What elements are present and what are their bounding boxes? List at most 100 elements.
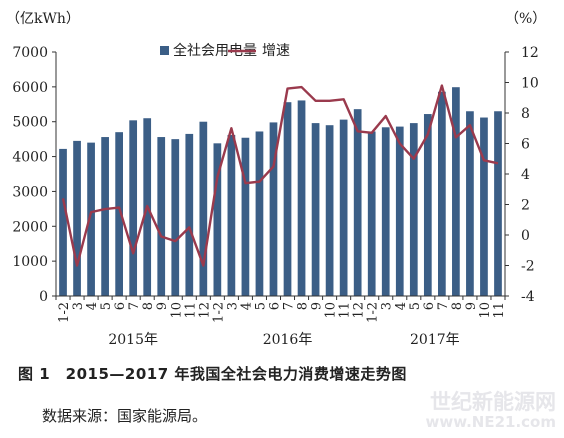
- x-tick-label-28: 8: [450, 302, 465, 310]
- bar-13: [241, 137, 250, 296]
- bar-25: [409, 123, 418, 296]
- bar-28: [452, 87, 460, 296]
- x-tick-label-4: 6: [113, 302, 128, 310]
- right-tick-label--2: -2: [521, 259, 535, 275]
- watermark-line1: 世纪新能源网: [430, 390, 556, 414]
- right-tick-label-8: 8: [521, 106, 530, 122]
- x-tick-label-21: 12: [352, 302, 367, 319]
- left-axis-unit: （亿kWh）: [6, 11, 80, 27]
- left-tick-label-5000: 5000: [12, 115, 48, 131]
- bar-23: [381, 127, 390, 296]
- x-tick-label-16: 7: [282, 302, 297, 310]
- x-tick-label-25: 5: [408, 302, 423, 310]
- x-tick-label-7: 9: [155, 302, 170, 310]
- year-label-0: 2015年: [108, 332, 158, 348]
- bar-31: [494, 111, 502, 296]
- x-tick-label-2: 4: [85, 302, 100, 310]
- bar-4: [115, 132, 123, 296]
- legend-label-bar: 全社会用电量: [173, 42, 257, 59]
- bar-15: [269, 122, 278, 296]
- x-tick-label-19: 10: [324, 302, 339, 319]
- bar-22: [367, 131, 376, 296]
- x-tick-label-14: 5: [253, 302, 268, 310]
- legend-label-line: 增速: [262, 43, 290, 59]
- x-tick-label-3: 5: [99, 302, 114, 310]
- left-tick-label-7000: 7000: [12, 45, 48, 61]
- bar-10: [199, 121, 208, 296]
- right-tick-label-4: 4: [521, 167, 530, 183]
- left-tick-label-1000: 1000: [12, 254, 48, 270]
- x-tick-label-6: 8: [141, 302, 156, 310]
- x-axis: 1-2 3 4 5 6 7 8 9 10 11 12 1-2 3 4 5 6 7 8 9 10 11 12 1-2 3 4 5 6 7…: [55, 295, 507, 348]
- bar-17: [297, 100, 306, 296]
- x-tick-label-13: 4: [239, 302, 254, 310]
- bar-26: [423, 114, 432, 296]
- x-tick-label-29: 9: [464, 302, 479, 310]
- x-tick-label-30: 10: [478, 302, 493, 319]
- right-tick-label-0: 0: [521, 228, 530, 244]
- right-tick-label--4: -4: [521, 289, 535, 305]
- left-tick-label-3000: 3000: [12, 184, 48, 200]
- x-tick-label-20: 11: [338, 302, 353, 319]
- plot-area: [59, 84, 502, 297]
- x-tick-label-1: 3: [71, 302, 86, 310]
- bar-19: [325, 125, 334, 296]
- x-tick-label-24: 4: [394, 302, 409, 310]
- bar-20: [339, 119, 348, 296]
- bar-30: [480, 117, 488, 296]
- left-tick-label-4000: 4000: [12, 150, 48, 166]
- x-tick-label-8: 10: [169, 302, 184, 319]
- bar-8: [171, 139, 180, 296]
- growth-line: [61, 84, 499, 267]
- bar-16: [283, 102, 292, 297]
- bar-0: [59, 148, 67, 296]
- bar-2: [87, 142, 95, 296]
- watermark: 世纪新能源网 www.NE21.com: [425, 392, 556, 432]
- bar-7: [157, 137, 166, 296]
- year-label-1: 2016年: [263, 332, 313, 348]
- x-tick-label-31: 11: [492, 302, 507, 319]
- figure-caption: 图 1 2015—2017 年我国全社会电力消费增速走势图: [18, 365, 407, 383]
- right-tick-label-12: 12: [521, 45, 539, 61]
- left-tick-label-2000: 2000: [12, 219, 48, 235]
- bar-11: [213, 143, 222, 296]
- year-label-2: 2017年: [410, 332, 460, 348]
- bar-18: [311, 123, 320, 296]
- watermark-line2: www.NE21.com: [425, 413, 556, 431]
- right-tick-label-10: 10: [521, 76, 539, 92]
- right-axis: -4 -2 0 2 4 6 8 10 12: [504, 45, 539, 305]
- x-tick-label-10: 12: [197, 302, 212, 319]
- x-tick-label-18: 9: [310, 302, 325, 310]
- bar-12: [227, 134, 236, 296]
- bar-21: [353, 109, 362, 296]
- left-tick-label-6000: 6000: [12, 80, 48, 96]
- bar-27: [438, 91, 446, 296]
- x-tick-label-5: 7: [127, 302, 142, 310]
- bar-5: [129, 120, 138, 296]
- bar-1: [73, 140, 81, 296]
- source-note: 数据来源：国家能源局。: [42, 407, 208, 425]
- legend: 全社会用电量 增速: [160, 42, 290, 59]
- x-tick-label-11: 1-2: [211, 302, 226, 323]
- left-axis: 0 1000 2000 3000 4000 5000 6000 7000: [12, 45, 57, 305]
- x-tick-label-26: 6: [422, 302, 437, 310]
- x-tick-label-22: 1-2: [366, 302, 381, 323]
- x-tick-label-17: 8: [296, 302, 311, 310]
- right-tick-label-2: 2: [521, 198, 530, 214]
- legend-swatch-bar: [160, 46, 169, 55]
- bar-14: [255, 131, 264, 296]
- bar-9: [185, 133, 194, 296]
- x-tick-label-0: 1-2: [57, 302, 72, 323]
- x-tick-label-9: 11: [183, 302, 198, 319]
- x-tick-label-23: 3: [380, 302, 395, 310]
- bar-3: [101, 137, 109, 296]
- bar-24: [395, 126, 404, 296]
- x-tick-label-27: 7: [436, 302, 451, 310]
- x-tick-label-12: 3: [225, 302, 240, 310]
- left-tick-label-0: 0: [39, 289, 48, 305]
- right-tick-label-6: 6: [521, 137, 530, 153]
- x-tick-label-15: 6: [267, 302, 282, 310]
- bar-29: [466, 111, 474, 296]
- right-axis-unit: （%）: [505, 11, 547, 27]
